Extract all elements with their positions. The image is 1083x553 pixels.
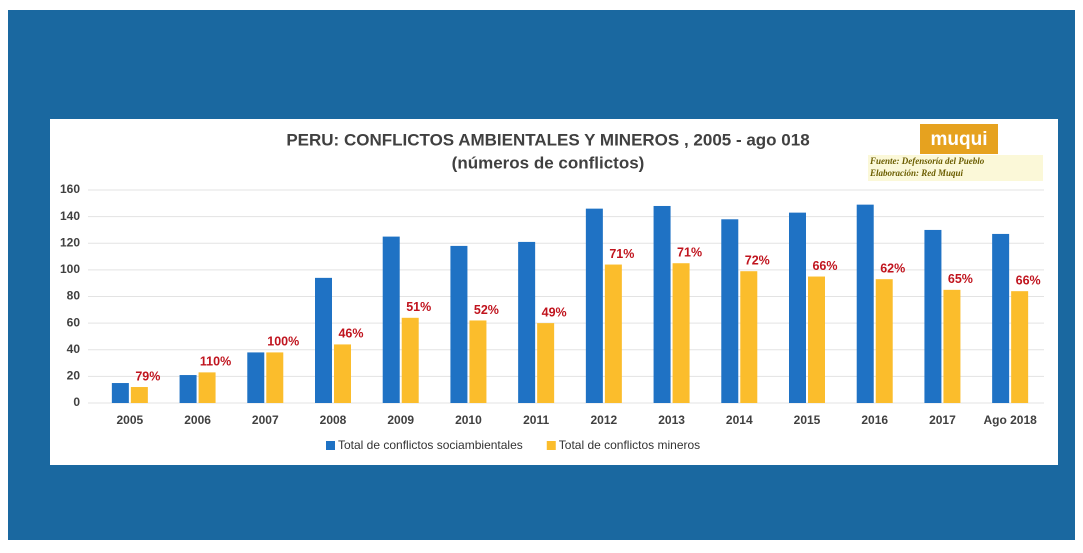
annotation: 72% <box>745 254 770 268</box>
annotation: 51% <box>406 300 431 314</box>
bar <box>856 204 874 403</box>
annotation: 100% <box>267 335 299 349</box>
bar <box>198 372 216 403</box>
bar <box>537 323 555 403</box>
bar <box>179 375 197 403</box>
bar <box>247 352 265 403</box>
legend-swatch <box>546 441 556 450</box>
y-tick-label: 80 <box>67 289 81 303</box>
x-tick-label: 2017 <box>929 413 956 427</box>
x-tick-label: 2016 <box>861 413 888 427</box>
bar <box>585 208 603 403</box>
bar <box>334 344 351 403</box>
x-tick-label: 2013 <box>658 413 685 427</box>
x-tick-label: Ago 2018 <box>983 413 1037 427</box>
logo-box <box>920 124 998 154</box>
source-box <box>868 155 1043 181</box>
annotation: 79% <box>135 369 160 383</box>
bar <box>992 233 1010 403</box>
x-tick-label: 2014 <box>726 413 753 427</box>
annotation: 66% <box>812 259 837 273</box>
bar <box>518 241 536 403</box>
annotation: 46% <box>338 327 363 341</box>
y-tick-label: 60 <box>67 315 81 329</box>
bar <box>604 264 622 403</box>
bar <box>382 236 400 403</box>
annotation: 66% <box>1016 273 1041 287</box>
x-tick-label: 2006 <box>184 413 211 427</box>
bar <box>469 320 487 403</box>
annotation: 71% <box>677 246 702 260</box>
annotation: 71% <box>609 247 634 261</box>
chart-subtitle: (números de conflictos) <box>452 153 645 172</box>
bar <box>1011 291 1029 403</box>
bar <box>924 229 942 403</box>
credit: Elaboración: Red Muqui <box>869 168 964 178</box>
y-tick-label: 0 <box>73 395 80 409</box>
y-tick-label: 140 <box>60 209 80 223</box>
x-tick-label: 2015 <box>794 413 821 427</box>
bar <box>401 317 419 403</box>
source: Fuente: Defensoría del Pueblo <box>869 156 985 166</box>
annotation: 110% <box>200 355 231 369</box>
bar <box>130 387 148 403</box>
bar <box>315 277 332 403</box>
annotation: 52% <box>474 303 499 317</box>
logo: muqui <box>931 129 988 150</box>
bar <box>808 276 825 403</box>
legend-label: Total de conflictos sociambientales <box>338 438 523 452</box>
bar <box>721 219 739 403</box>
bar <box>789 212 806 403</box>
bar <box>943 289 961 403</box>
x-tick-label: 2010 <box>455 413 482 427</box>
bar <box>111 383 129 403</box>
annotation: 49% <box>542 305 567 319</box>
annotation: 62% <box>880 261 905 275</box>
y-tick-label: 120 <box>60 235 80 249</box>
x-tick-label: 2007 <box>252 413 279 427</box>
y-tick-label: 20 <box>67 369 81 383</box>
bar <box>450 245 468 403</box>
x-tick-label: 2009 <box>387 413 414 427</box>
bar <box>875 279 893 403</box>
x-tick-label: 2005 <box>117 413 144 427</box>
annotation: 65% <box>948 272 973 286</box>
x-tick-label: 2011 <box>523 413 549 427</box>
bar <box>740 271 758 403</box>
y-tick-label: 40 <box>67 342 81 356</box>
bar <box>653 205 671 403</box>
x-tick-label: 2008 <box>320 413 347 427</box>
y-tick-label: 160 <box>60 182 80 196</box>
bar <box>266 352 284 403</box>
legend-swatch <box>326 441 335 450</box>
legend-label: Total de conflictos mineros <box>559 438 700 452</box>
chart-title: PERU: CONFLICTOS AMBIENTALES Y MINEROS ,… <box>286 130 809 149</box>
x-tick-label: 2012 <box>591 413 618 427</box>
bar <box>672 263 690 403</box>
y-tick-label: 100 <box>60 262 80 276</box>
